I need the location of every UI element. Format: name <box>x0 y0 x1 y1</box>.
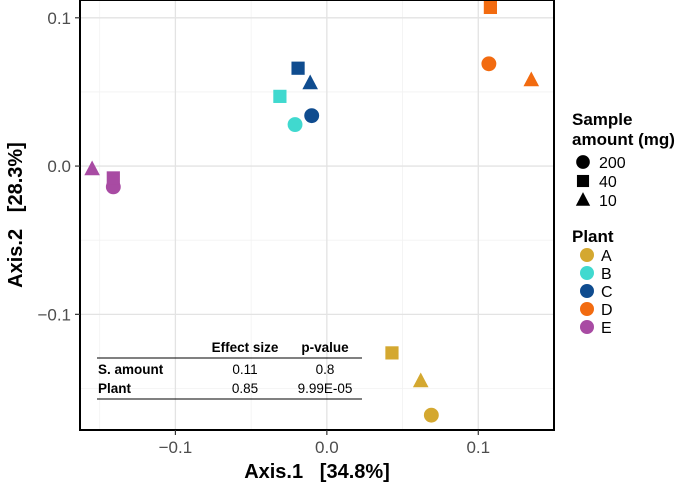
data-point <box>385 346 399 360</box>
legend-shape-label: 40 <box>599 174 617 191</box>
legend-color-label: B <box>601 266 612 283</box>
data-point <box>302 74 318 90</box>
table-header-effect-size: Effect size <box>212 340 279 355</box>
table-header-p-value: p-value <box>301 340 349 355</box>
data-point <box>291 61 305 75</box>
data-point <box>287 117 303 132</box>
legend-shape-circle-icon <box>576 155 590 169</box>
data-points <box>84 0 540 423</box>
table-row2-label: Plant <box>98 381 132 396</box>
table-row1-label: S. amount <box>98 362 164 377</box>
y-tick-label: −0.1 <box>37 305 71 324</box>
data-point <box>106 171 120 185</box>
table-row2-pvalue: 9.99E-05 <box>298 381 353 396</box>
legend-color-label: D <box>601 302 613 319</box>
table-row1-effect: 0.11 <box>232 362 257 377</box>
color-legend-title: Plant <box>572 227 614 246</box>
data-point <box>481 56 497 72</box>
stats-table: Effect size p-value S. amount 0.11 0.8 P… <box>97 340 362 400</box>
x-tick-label: 0.0 <box>315 438 339 457</box>
axis-ticks: −0.1 0.0 0.1 −0.1 0.0 0.1 <box>37 9 490 457</box>
legend-shape-label: 200 <box>599 155 626 172</box>
y-axis-title: Axis.2 [28.3%] <box>5 142 27 288</box>
legend-color-label: E <box>601 320 612 337</box>
legend-color-swatch <box>580 320 594 334</box>
x-tick-label: −0.1 <box>159 438 193 457</box>
legend-shape-square-icon <box>576 174 590 188</box>
legend-color-swatch <box>580 248 594 262</box>
data-point <box>412 372 429 388</box>
table-row2-effect: 0.85 <box>232 381 258 396</box>
x-axis-title: Axis.1 [34.8%] <box>244 461 390 483</box>
legend-color-swatch <box>580 302 594 316</box>
shape-legend-title-line2: amount (mg) <box>572 130 675 149</box>
data-point <box>483 0 497 15</box>
shape-legend-title-line1: Sample <box>572 110 632 129</box>
legend-shape-triangle-icon <box>575 192 591 206</box>
legend-shape-label: 10 <box>599 193 617 210</box>
data-point <box>423 407 439 423</box>
data-point <box>304 108 320 124</box>
x-tick-label: 0.1 <box>466 438 490 457</box>
legend-color-swatch <box>580 266 594 280</box>
shape-legend-items: 200 40 10 <box>575 155 626 210</box>
table-row1-pvalue: 0.8 <box>316 362 335 377</box>
y-tick-label: 0.0 <box>47 157 71 176</box>
data-point <box>523 71 540 87</box>
legend-color-label: C <box>601 284 613 301</box>
plot-border <box>79 0 555 431</box>
data-point <box>273 89 287 103</box>
legend-color-swatch <box>580 284 594 298</box>
y-tick-label: 0.1 <box>47 9 71 28</box>
data-point <box>84 160 100 176</box>
legend-color-label: A <box>601 248 612 265</box>
